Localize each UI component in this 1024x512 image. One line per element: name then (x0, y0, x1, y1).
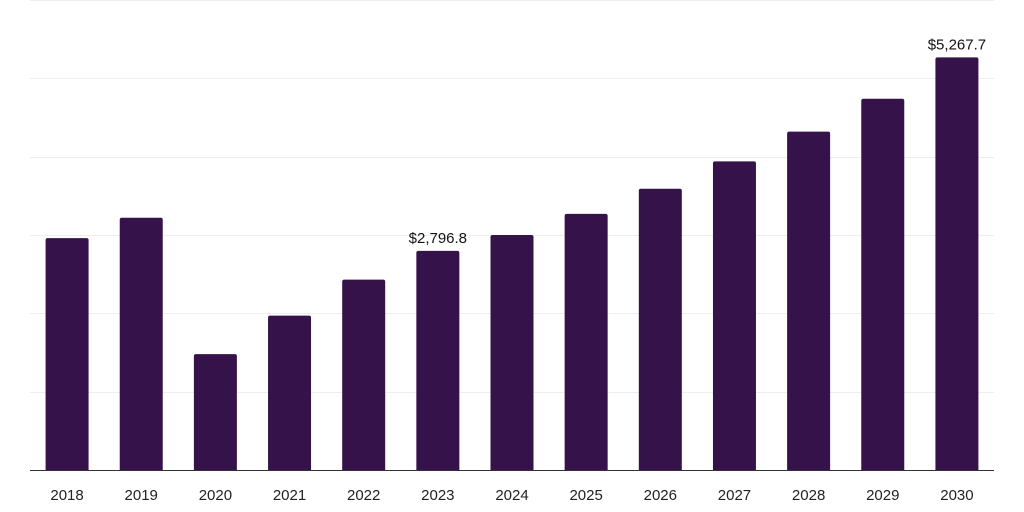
data-label-2030: $5,267.7 (928, 36, 986, 53)
x-tick-label: 2025 (569, 487, 602, 504)
x-tick-label: 2023 (421, 487, 454, 504)
x-tick-label: 2028 (792, 487, 825, 504)
x-tick-label: 2030 (940, 487, 973, 504)
x-tick-label: 2019 (125, 487, 158, 504)
x-tick-label: 2027 (718, 487, 751, 504)
x-tick-label: 2024 (495, 487, 528, 504)
bar-2030[interactable] (935, 57, 979, 471)
bar-2020[interactable] (193, 354, 237, 470)
bar-2027[interactable] (712, 161, 756, 470)
bars (45, 57, 979, 471)
x-tick-label: 2018 (50, 487, 83, 504)
bar-2019[interactable] (119, 217, 163, 470)
bar-2018[interactable] (45, 238, 89, 470)
bar-2023[interactable] (416, 250, 460, 470)
data-labels: $2,796.8 $5,267.7 (409, 36, 986, 247)
x-tick-label: 2020 (199, 487, 232, 504)
bar-2029[interactable] (861, 98, 905, 470)
bar-2021[interactable] (268, 315, 312, 470)
bar-2022[interactable] (342, 279, 386, 470)
x-tick-label: 2029 (866, 487, 899, 504)
bar-2025[interactable] (564, 213, 608, 470)
x-tick-label: 2022 (347, 487, 380, 504)
bar-2028[interactable] (787, 131, 831, 470)
x-tick-label: 2026 (644, 487, 677, 504)
data-label-2023: $2,796.8 (409, 230, 467, 247)
x-tick-label: 2021 (273, 487, 306, 504)
bar-2024[interactable] (490, 235, 534, 470)
x-tick-labels: 2018 2019 2020 2021 2022 2023 2024 2025 2026 2027… (50, 487, 973, 504)
bar-2026[interactable] (638, 188, 682, 471)
